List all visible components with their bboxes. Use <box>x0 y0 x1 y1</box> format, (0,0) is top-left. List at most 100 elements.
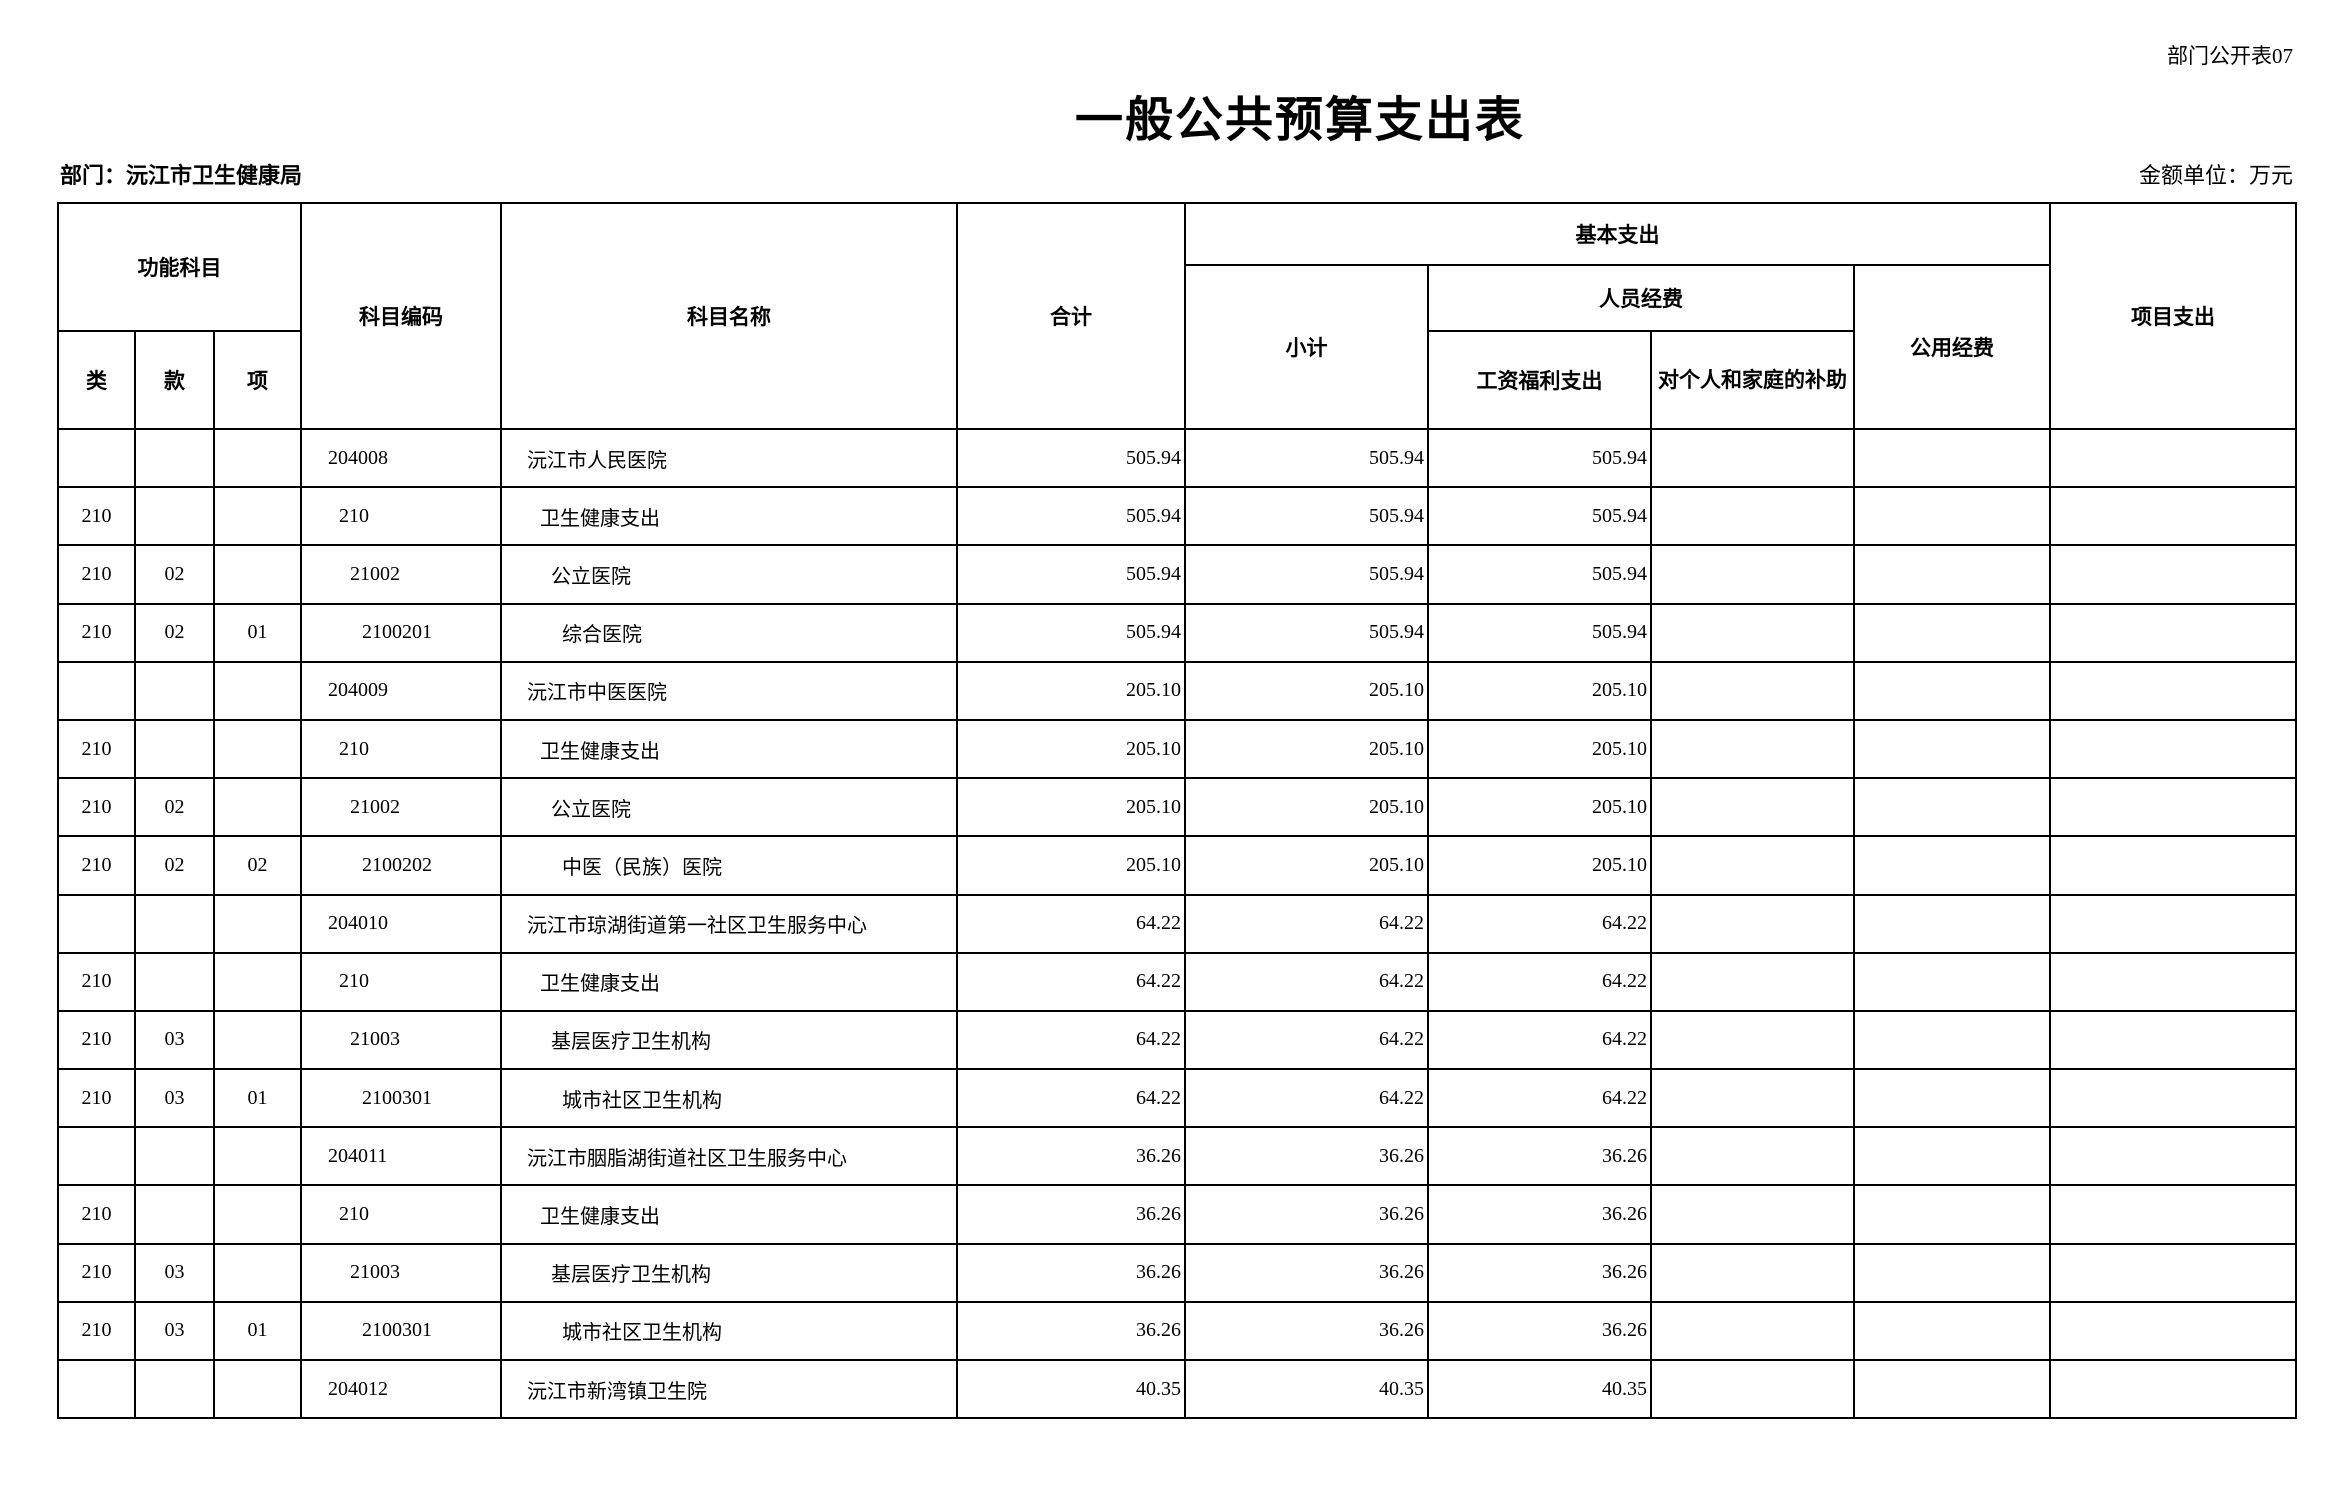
cell-family-subsidy <box>1650 1358 1856 1420</box>
cell-family-subsidy <box>1650 660 1856 721</box>
header-name: 科目名称 <box>500 202 959 430</box>
header-family-subsidy: 对个人和家庭的补助 <box>1650 330 1856 430</box>
cell-code: 2100202 <box>300 835 503 896</box>
table-row: 204009 沅江市中医医院 205.10 205.10 205.10 <box>57 660 2298 721</box>
cell-xiang <box>212 660 303 721</box>
cell-family-subsidy <box>1650 951 1856 1012</box>
cell-kuan: 03 <box>134 1068 215 1129</box>
cell-xiang <box>212 893 303 954</box>
cell-xiang <box>212 951 303 1012</box>
cell-family-subsidy <box>1650 602 1856 663</box>
cell-subtotal: 36.26 <box>1184 1126 1430 1187</box>
cell-kuan: 02 <box>134 777 215 838</box>
cell-lei <box>57 660 136 721</box>
cell-public <box>1853 1358 2052 1420</box>
cell-public <box>1853 1068 2052 1129</box>
cell-family-subsidy <box>1650 1242 1856 1303</box>
cell-project <box>2049 660 2298 721</box>
cell-name: 公立医院 <box>500 544 959 605</box>
cell-lei: 210 <box>57 777 136 838</box>
table-row: 210 210 卫生健康支出 505.94 505.94 505.94 <box>57 486 2298 547</box>
cell-code: 204010 <box>300 893 503 954</box>
cell-public <box>1853 1184 2052 1245</box>
cell-family-subsidy <box>1650 1068 1856 1129</box>
cell-project <box>2049 1300 2298 1362</box>
cell-family-subsidy <box>1650 1184 1856 1245</box>
cell-kuan: 02 <box>134 544 215 605</box>
header-code: 科目编码 <box>300 202 503 430</box>
cell-wages: 205.10 <box>1427 835 1653 896</box>
form-number: 部门公开表07 <box>2167 44 2293 68</box>
cell-wages: 64.22 <box>1427 1009 1653 1071</box>
cell-xiang: 02 <box>212 835 303 896</box>
cell-name: 沅江市胭脂湖街道社区卫生服务中心 <box>500 1126 959 1187</box>
cell-kuan: 03 <box>134 1009 215 1071</box>
cell-wages: 36.26 <box>1427 1184 1653 1245</box>
cell-kuan <box>134 1184 215 1245</box>
cell-lei: 210 <box>57 718 136 780</box>
cell-xiang: 01 <box>212 1300 303 1362</box>
header-wages: 工资福利支出 <box>1427 330 1653 430</box>
cell-wages: 64.22 <box>1427 951 1653 1012</box>
cell-total: 36.26 <box>956 1300 1187 1362</box>
cell-subtotal: 205.10 <box>1184 660 1430 721</box>
cell-subtotal: 505.94 <box>1184 544 1430 605</box>
cell-public <box>1853 1009 2052 1071</box>
cell-total: 505.94 <box>956 602 1187 663</box>
cell-name: 沅江市中医医院 <box>500 660 959 721</box>
cell-project <box>2049 951 2298 1012</box>
cell-public <box>1853 660 2052 721</box>
cell-lei: 210 <box>57 1242 136 1303</box>
cell-family-subsidy <box>1650 486 1856 547</box>
cell-subtotal: 505.94 <box>1184 427 1430 489</box>
cell-name: 卫生健康支出 <box>500 951 959 1012</box>
cell-total: 64.22 <box>956 951 1187 1012</box>
cell-lei <box>57 427 136 489</box>
cell-xiang <box>212 1242 303 1303</box>
header-personnel: 人员经费 <box>1427 264 1856 332</box>
cell-project <box>2049 486 2298 547</box>
cell-subtotal: 64.22 <box>1184 1009 1430 1071</box>
cell-name: 中医（民族）医院 <box>500 835 959 896</box>
cell-wages: 205.10 <box>1427 718 1653 780</box>
cell-lei: 210 <box>57 1300 136 1362</box>
cell-project <box>2049 602 2298 663</box>
cell-wages: 205.10 <box>1427 777 1653 838</box>
cell-xiang <box>212 1009 303 1071</box>
cell-name: 基层医疗卫生机构 <box>500 1009 959 1071</box>
cell-project <box>2049 718 2298 780</box>
cell-code: 21002 <box>300 777 503 838</box>
cell-total: 505.94 <box>956 544 1187 605</box>
department-label: 部门：沅江市卫生健康局 <box>60 164 303 189</box>
cell-public <box>1853 602 2052 663</box>
cell-wages: 64.22 <box>1427 1068 1653 1129</box>
cell-name: 卫生健康支出 <box>500 486 959 547</box>
cell-kuan <box>134 718 215 780</box>
cell-name: 基层医疗卫生机构 <box>500 1242 959 1303</box>
table-row: 204011 沅江市胭脂湖街道社区卫生服务中心 36.26 36.26 36.26 <box>57 1126 2298 1187</box>
cell-xiang: 01 <box>212 1068 303 1129</box>
cell-family-subsidy <box>1650 893 1856 954</box>
cell-wages: 36.26 <box>1427 1242 1653 1303</box>
cell-project <box>2049 1358 2298 1420</box>
cell-lei: 210 <box>57 602 136 663</box>
cell-code: 204012 <box>300 1358 503 1420</box>
cell-public <box>1853 486 2052 547</box>
header-func-subject: 功能科目 <box>56 202 303 332</box>
cell-public <box>1853 777 2052 838</box>
cell-kuan <box>134 660 215 721</box>
cell-xiang <box>212 718 303 780</box>
cell-total: 505.94 <box>956 486 1187 547</box>
cell-subtotal: 64.22 <box>1184 1068 1430 1129</box>
cell-kuan <box>134 486 215 547</box>
cell-kuan <box>134 893 215 954</box>
cell-name: 卫生健康支出 <box>500 718 959 780</box>
cell-subtotal: 64.22 <box>1184 893 1430 954</box>
header-xiang: 项 <box>212 330 303 430</box>
cell-wages: 36.26 <box>1427 1300 1653 1362</box>
header-project: 项目支出 <box>2049 202 2298 430</box>
cell-total: 36.26 <box>956 1242 1187 1303</box>
cell-family-subsidy <box>1650 718 1856 780</box>
header-lei: 类 <box>57 330 136 430</box>
cell-public <box>1853 893 2052 954</box>
